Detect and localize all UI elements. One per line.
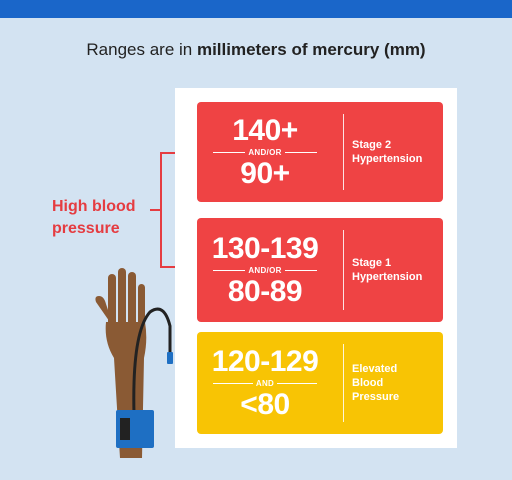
elevated-divider <box>343 344 344 422</box>
elevated-joiner: AND <box>213 379 318 388</box>
stage-1-label: Stage 1 Hypertension <box>352 257 423 283</box>
elevated-diastolic: <80 <box>240 387 290 421</box>
subtitle-prefix: Ranges are in <box>86 40 197 59</box>
hbp-line-2: pressure <box>52 220 120 237</box>
elevated-card: 120-129 AND <80 Elevated Blood Pressure <box>197 332 443 434</box>
stage-1-systolic: 130-139 <box>211 231 319 265</box>
stage-2-joiner: AND/OR <box>213 148 318 157</box>
subtitle-bold: millimeters of mercury (mm) <box>196 40 426 59</box>
stage-2-card: 140+ AND/OR 90+ Stage 2 Hypertension <box>197 102 443 202</box>
elevated-systolic: 120-129 <box>211 344 319 378</box>
stage-2-systolic: 140+ <box>232 113 298 147</box>
hbp-line-1: High blood <box>52 198 136 215</box>
stage-1-card: 130-139 AND/OR 80-89 Stage 1 Hypertensio… <box>197 218 443 322</box>
stage-1-divider <box>343 230 344 310</box>
hand-with-cuff-icon <box>95 268 173 458</box>
page-subtitle: Ranges are in millimeters of mercury (mm… <box>0 40 512 60</box>
stage-2-diastolic: 90+ <box>240 156 290 190</box>
stage-2-label: Stage 2 Hypertension <box>352 139 423 165</box>
stage-2-values: 140+ AND/OR 90+ <box>197 102 333 202</box>
ranges-panel: 140+ AND/OR 90+ Stage 2 Hypertension 130… <box>175 88 457 448</box>
elevated-label: Elevated Blood Pressure <box>352 363 400 403</box>
stage-1-joiner: AND/OR <box>213 266 318 275</box>
stage-2-divider <box>343 114 344 190</box>
high-blood-pressure-label: High blood pressure <box>52 196 162 240</box>
stage-1-diastolic: 80-89 <box>227 274 303 308</box>
elevated-values: 120-129 AND <80 <box>197 332 333 434</box>
stage-1-values: 130-139 AND/OR 80-89 <box>197 218 333 322</box>
top-bar <box>0 0 512 18</box>
